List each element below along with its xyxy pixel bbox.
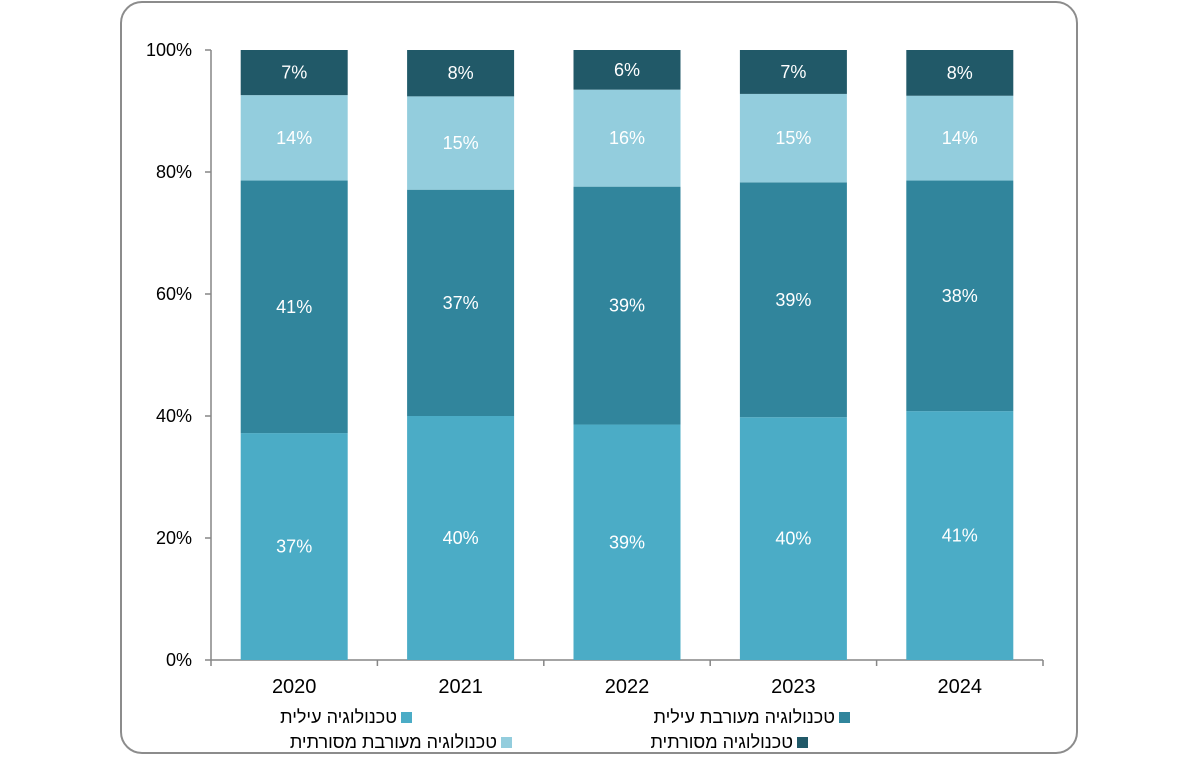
bar-segment: [573, 50, 681, 90]
data-label: 39%: [609, 296, 645, 316]
bar-segment: [240, 180, 348, 434]
y-tick-label: 80%: [156, 162, 192, 182]
data-label: 41%: [942, 526, 978, 546]
legend-item-medium-high-tech: טכנולוגיה מעורבת עילית: [653, 707, 850, 728]
x-category-label: 2024: [938, 676, 983, 698]
data-label: 6%: [614, 60, 640, 80]
data-label: 8%: [448, 63, 474, 83]
legend-label-medium-low-tech: טכנולוגיה מעורבת מסורתית: [289, 732, 497, 752]
data-label: 41%: [276, 297, 312, 317]
bar-segment: [240, 50, 348, 96]
bar-segment: [739, 93, 847, 183]
data-label: 40%: [443, 528, 479, 548]
x-category-label: 2021: [438, 676, 483, 698]
data-label: 37%: [443, 293, 479, 313]
legend-label-medium-high-tech: טכנולוגיה מעורבת עילית: [653, 707, 836, 727]
y-tick-label: 0%: [166, 650, 192, 670]
y-tick-label: 40%: [156, 406, 192, 426]
bar-segment: [739, 182, 847, 418]
bar-segment: [739, 417, 847, 660]
bar-segment: [407, 50, 515, 97]
bar-segment: [906, 411, 1014, 660]
data-label: 14%: [276, 128, 312, 148]
legend-item-medium-low-tech: טכנולוגיה מעורבת מסורתית: [290, 732, 512, 753]
legend-swatch-medium-high-tech: [839, 712, 850, 723]
legend-swatch-low-tech: [797, 737, 808, 748]
bar-segment: [739, 50, 847, 94]
legend-item-high-tech: טכנולוגיה עילית: [280, 707, 412, 728]
bar-segment: [240, 433, 348, 660]
bar-segment: [906, 50, 1014, 96]
legend-label-high-tech: טכנולוגיה עילית: [280, 707, 397, 727]
legend-swatch-high-tech: [401, 712, 412, 723]
data-label: 38%: [942, 286, 978, 306]
bar-segment: [573, 89, 681, 187]
data-label: 16%: [609, 128, 645, 148]
data-label: 7%: [281, 63, 307, 83]
legend-swatch-medium-low-tech: [501, 737, 512, 748]
bar-segment: [407, 189, 515, 416]
data-label: 15%: [775, 128, 811, 148]
data-label: 40%: [775, 529, 811, 549]
data-label: 14%: [942, 128, 978, 148]
data-label: 39%: [775, 290, 811, 310]
data-label: 37%: [276, 537, 312, 557]
data-label: 8%: [947, 63, 973, 83]
bar-segment: [407, 96, 515, 190]
data-label: 39%: [609, 532, 645, 552]
bar-segment: [573, 186, 681, 425]
x-category-label: 2023: [771, 676, 816, 698]
bar-segment: [573, 424, 681, 660]
y-tick-label: 60%: [156, 284, 192, 304]
x-category-label: 2020: [272, 676, 317, 698]
bar-segment: [906, 180, 1014, 412]
bar-segment: [407, 416, 515, 660]
y-tick-label: 20%: [156, 528, 192, 548]
data-label: 15%: [443, 133, 479, 153]
legend-label-low-tech: טכנולוגיה מסורתית: [650, 732, 793, 752]
bar-segment: [906, 95, 1014, 181]
x-category-label: 2022: [605, 676, 650, 698]
bar-segment: [240, 95, 348, 181]
legend-item-low-tech: טכנולוגיה מסורתית: [650, 732, 808, 753]
y-tick-label: 100%: [146, 40, 192, 60]
data-label: 7%: [780, 62, 806, 82]
